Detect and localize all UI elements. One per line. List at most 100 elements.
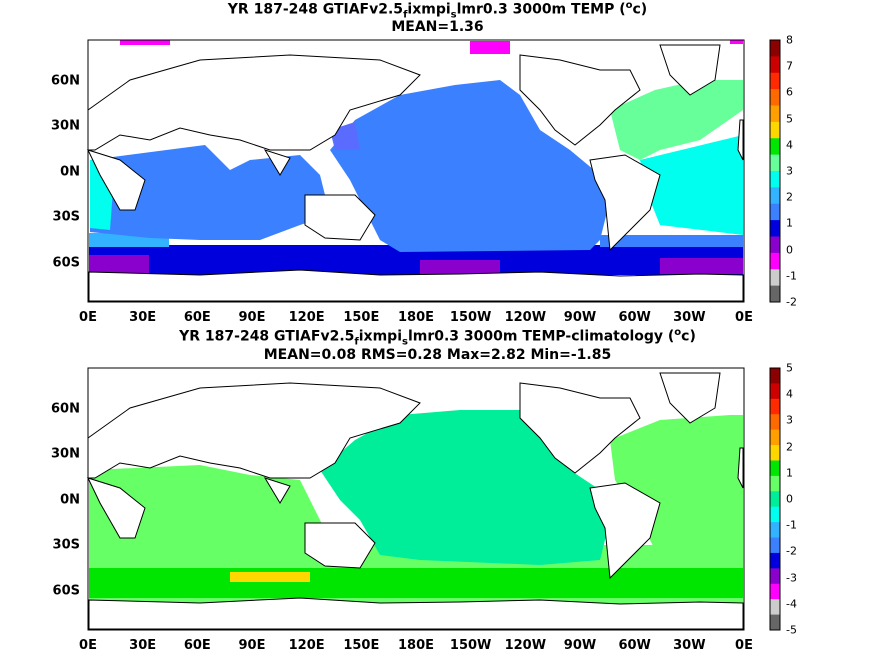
y-tick-label: 0N [60, 492, 80, 508]
colorbar-tick-label: 0 [786, 492, 793, 506]
colorbar-segment [770, 614, 780, 631]
colorbar-tick-label: 0 [786, 243, 793, 257]
x-tick-label: 90E [238, 310, 266, 325]
x-tick-label: 60E [183, 638, 211, 653]
colorbar-segment [770, 105, 780, 123]
colorbar-segment [770, 414, 780, 431]
x-tick-label: 120W [504, 310, 547, 325]
x-tick-label: 90W [563, 310, 597, 325]
colorbar-tick-label: 4 [786, 387, 793, 401]
y-tick-label: 60N [51, 73, 80, 89]
x-tick-label: 120E [288, 638, 325, 653]
x-tick-label: 0E [735, 638, 753, 653]
bottom-map [87, 367, 745, 631]
colorbar-segment [770, 552, 780, 569]
colorbar-segment [770, 599, 780, 616]
colorbar-tick-label: 2 [786, 440, 793, 454]
colorbar-segment [770, 154, 780, 172]
top-colorbar [769, 39, 781, 303]
colorbar-segment [770, 583, 780, 600]
x-tick-label: 120W [504, 638, 547, 653]
colorbar-tick-label: 2 [786, 190, 793, 204]
colorbar-tick-label: 5 [786, 112, 793, 126]
colorbar-tick-label: 3 [786, 413, 793, 427]
colorbar-segment [770, 537, 780, 554]
colorbar-tick-label: 5 [786, 361, 793, 375]
y-tick-label: 60N [51, 401, 80, 417]
colorbar-segment [770, 89, 780, 106]
x-tick-label: 30W [673, 310, 706, 325]
top-map-stats: MEAN=1.36 [391, 19, 484, 35]
colorbar-tick-label: 1 [786, 466, 793, 480]
colorbar-segment [770, 40, 780, 57]
y-tick-label: 30N [51, 118, 80, 134]
x-tick-label: 150W [449, 638, 492, 653]
colorbar-segment [770, 252, 780, 270]
colorbar-tick-label: 3 [786, 164, 793, 178]
colorbar-segment [770, 491, 780, 508]
x-tick-label: 90E [238, 638, 266, 653]
y-tick-label: 30N [51, 446, 80, 462]
colorbar-tick-label: 1 [786, 216, 793, 230]
x-tick-label: 60E [183, 310, 211, 325]
y-tick-label: 30S [52, 537, 80, 553]
bottom-map-stats: MEAN=0.08 RMS=0.28 Max=2.82 Min=-1.85 [263, 347, 612, 363]
colorbar-segment [770, 285, 780, 303]
colorbar-tick-label: 4 [786, 138, 793, 152]
colorbar-segment [770, 445, 780, 461]
colorbar-segment [770, 187, 780, 205]
colorbar-segment [770, 203, 780, 221]
colorbar-segment [770, 429, 780, 446]
y-tick-label: 30S [52, 209, 80, 225]
colorbar-tick-label: -2 [786, 295, 797, 309]
colorbar-tick-label: -5 [786, 623, 797, 637]
bottom-map-title: YR 187-248 GTIAFv2.5fixmpislmr0.3 3000m … [179, 327, 696, 348]
x-tick-label: 180E [397, 638, 435, 653]
colorbar-tick-label: 6 [786, 85, 793, 99]
colorbar-segment [770, 138, 780, 156]
bottom-colorbar [769, 367, 781, 631]
x-tick-label: 0E [79, 310, 97, 325]
x-tick-label: 0E [735, 310, 753, 325]
colorbar-segment [770, 460, 780, 477]
x-tick-label: 30E [129, 310, 157, 325]
x-tick-label: 180E [397, 310, 435, 325]
colorbar-segment [770, 72, 780, 90]
top-map [87, 39, 745, 303]
colorbar-tick-label: -3 [786, 571, 797, 585]
x-tick-label: 60W [618, 638, 651, 653]
colorbar-segment [770, 568, 780, 585]
colorbar-segment [770, 236, 780, 254]
colorbar-segment [770, 220, 780, 237]
colorbar-segment [770, 506, 780, 523]
colorbar-tick-label: 8 [786, 33, 793, 47]
colorbar-segment [770, 269, 780, 287]
colorbar-tick-label: -4 [786, 597, 797, 611]
colorbar-tick-label: -1 [786, 518, 797, 532]
colorbar-segment [770, 398, 780, 415]
colorbar-segment [770, 368, 780, 384]
colorbar-tick-label: 7 [786, 59, 793, 73]
colorbar-segment [770, 383, 780, 400]
colorbar-segment [770, 171, 780, 188]
colorbar-segment [770, 121, 780, 139]
y-tick-label: 60S [52, 583, 80, 599]
x-tick-label: 0E [79, 638, 97, 653]
y-tick-label: 0N [60, 164, 80, 180]
colorbar-segment [770, 522, 780, 539]
x-tick-label: 90W [563, 638, 597, 653]
x-tick-label: 150W [449, 310, 492, 325]
colorbar-tick-label: -2 [786, 544, 797, 558]
x-tick-label: 150E [343, 310, 380, 325]
colorbar-segment [770, 475, 780, 492]
top-map-title: YR 187-248 GTIAFv2.5fixmpislmr0.3 3000m … [227, 0, 648, 21]
x-tick-label: 30W [673, 638, 706, 653]
colorbar-tick-label: -1 [786, 269, 797, 283]
x-tick-label: 120E [288, 310, 325, 325]
y-tick-label: 60S [52, 255, 80, 271]
colorbar-segment [770, 56, 780, 74]
x-tick-label: 150E [343, 638, 380, 653]
x-tick-label: 60W [618, 310, 651, 325]
x-tick-label: 30E [129, 638, 157, 653]
